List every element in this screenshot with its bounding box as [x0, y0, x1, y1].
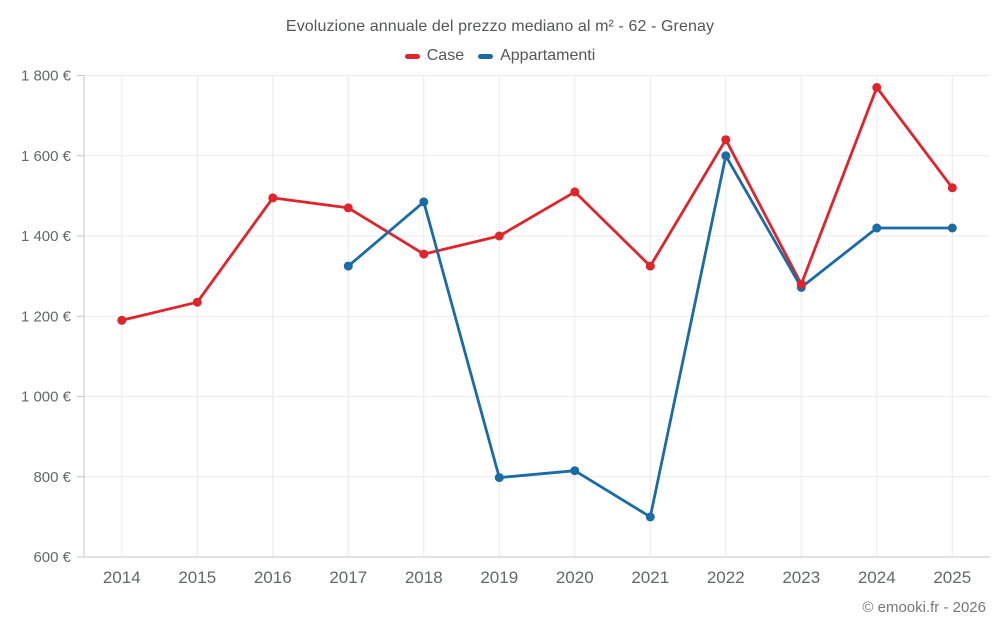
case-point-2021[interactable] — [645, 261, 655, 271]
copyright-watermark: © emooki.fr - 2026 — [862, 599, 986, 616]
x-axis-label-2022: 2022 — [707, 568, 745, 587]
x-axis-label-2015: 2015 — [178, 568, 216, 587]
case-point-2023[interactable] — [796, 279, 806, 289]
chart-legend: Case Appartamenti — [0, 47, 1000, 65]
case-point-2016[interactable] — [268, 193, 278, 203]
appartamenti-point-2024[interactable] — [872, 223, 882, 233]
x-axis-label-2014: 2014 — [103, 568, 141, 587]
x-axis-label-2017: 2017 — [329, 568, 367, 587]
x-axis-label-2025: 2025 — [933, 568, 971, 587]
case-point-2025[interactable] — [947, 183, 957, 193]
case-line — [120, 86, 954, 322]
x-axis-label-2020: 2020 — [556, 568, 594, 587]
chart-title: Evoluzione annuale del prezzo mediano al… — [285, 18, 715, 35]
case-point-2014[interactable] — [117, 315, 127, 325]
x-axis-label-2024: 2024 — [858, 568, 896, 587]
appartamenti-point-2022[interactable] — [721, 151, 731, 161]
y-axis-label: 1 600 € — [21, 148, 72, 165]
case-point-2022[interactable] — [721, 135, 731, 145]
appartamenti-point-2017[interactable] — [343, 261, 353, 271]
y-axis-label: 800 € — [33, 469, 71, 486]
case-point-2015[interactable] — [192, 297, 202, 307]
appartamenti-series-swatch-icon — [478, 53, 494, 59]
x-axis-label-2021: 2021 — [631, 568, 669, 587]
y-axis-label: 1 000 € — [21, 389, 72, 406]
y-axis-label: 1 200 € — [21, 308, 72, 325]
y-axis-label: 1 800 € — [21, 68, 72, 85]
legend-item-case[interactable]: Case — [404, 47, 465, 65]
x-axis-label-2019: 2019 — [480, 568, 518, 587]
legend-label-case: Case — [426, 47, 465, 64]
appartamenti-point-2021[interactable] — [645, 512, 655, 522]
case-point-2017[interactable] — [343, 203, 353, 213]
x-axis-label-2016: 2016 — [254, 568, 292, 587]
y-axis-label: 1 400 € — [21, 228, 72, 245]
case-point-2020[interactable] — [570, 187, 580, 197]
x-axis-label-2018: 2018 — [405, 568, 443, 587]
x-axis-label-2023: 2023 — [782, 568, 820, 587]
legend-label-appartamenti: Appartamenti — [500, 47, 596, 64]
case-point-2018[interactable] — [419, 249, 429, 259]
legend-item-appartamenti[interactable]: Appartamenti — [478, 47, 595, 65]
case-point-2024[interactable] — [872, 83, 882, 92]
case-point-2019[interactable] — [494, 231, 504, 241]
y-axis-label: 600 € — [33, 549, 71, 566]
case-series-swatch-icon — [404, 53, 420, 59]
appartamenti-point-2018[interactable] — [419, 197, 429, 207]
appartamenti-point-2025[interactable] — [947, 223, 957, 233]
appartamenti-point-2019[interactable] — [494, 473, 504, 483]
appartamenti-point-2020[interactable] — [570, 466, 580, 476]
